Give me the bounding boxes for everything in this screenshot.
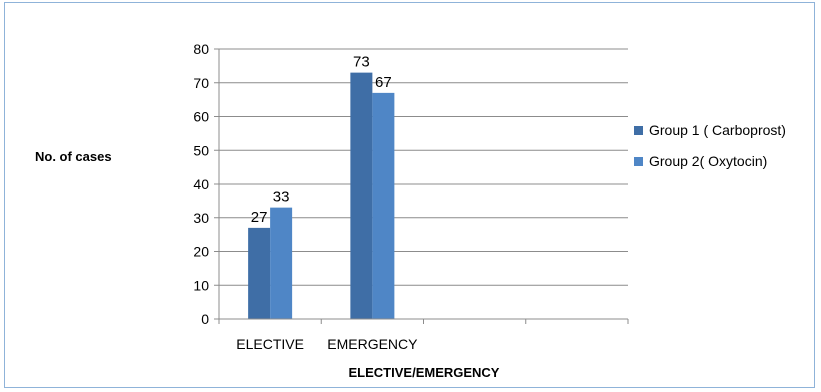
y-tick-label: 50 bbox=[193, 142, 209, 158]
bar bbox=[248, 227, 271, 319]
bar bbox=[372, 92, 395, 319]
y-tick-label: 10 bbox=[193, 277, 209, 293]
x-tick-label: EMERGENCY bbox=[327, 336, 418, 352]
bar bbox=[270, 207, 293, 319]
y-axis-title: No. of cases bbox=[35, 149, 112, 164]
x-tick-label: ELECTIVE bbox=[236, 336, 304, 352]
y-tick-label: 70 bbox=[193, 75, 209, 91]
data-label: 67 bbox=[375, 74, 392, 91]
data-labels: 27 73 33 67 bbox=[251, 54, 392, 226]
bar bbox=[350, 72, 373, 319]
y-tick-label: 20 bbox=[193, 244, 209, 260]
legend-swatch-group-1 bbox=[634, 126, 643, 135]
y-tick-label: 60 bbox=[193, 109, 209, 125]
y-tick-label: 40 bbox=[193, 176, 209, 192]
y-tick-label: 0 bbox=[201, 311, 209, 327]
data-label: 33 bbox=[273, 189, 290, 206]
legend: Group 1 ( Carboprost) Group 2( Oxytocin) bbox=[634, 122, 786, 169]
legend-label-group-2: Group 2( Oxytocin) bbox=[649, 153, 767, 169]
x-axis-title: ELECTIVE/EMERGENCY bbox=[349, 365, 500, 380]
legend-swatch-group-2 bbox=[634, 157, 643, 166]
legend-label-group-1: Group 1 ( Carboprost) bbox=[649, 122, 786, 138]
data-label: 73 bbox=[353, 54, 370, 71]
y-tick-label: 80 bbox=[193, 41, 209, 57]
data-label: 27 bbox=[251, 209, 268, 226]
y-tick-label: 30 bbox=[193, 210, 209, 226]
bars bbox=[248, 72, 395, 319]
chart-frame bbox=[4, 2, 815, 388]
axes: 0 10 20 30 40 50 60 70 80 ELECTIVE EMERGENCY bbox=[193, 41, 629, 352]
